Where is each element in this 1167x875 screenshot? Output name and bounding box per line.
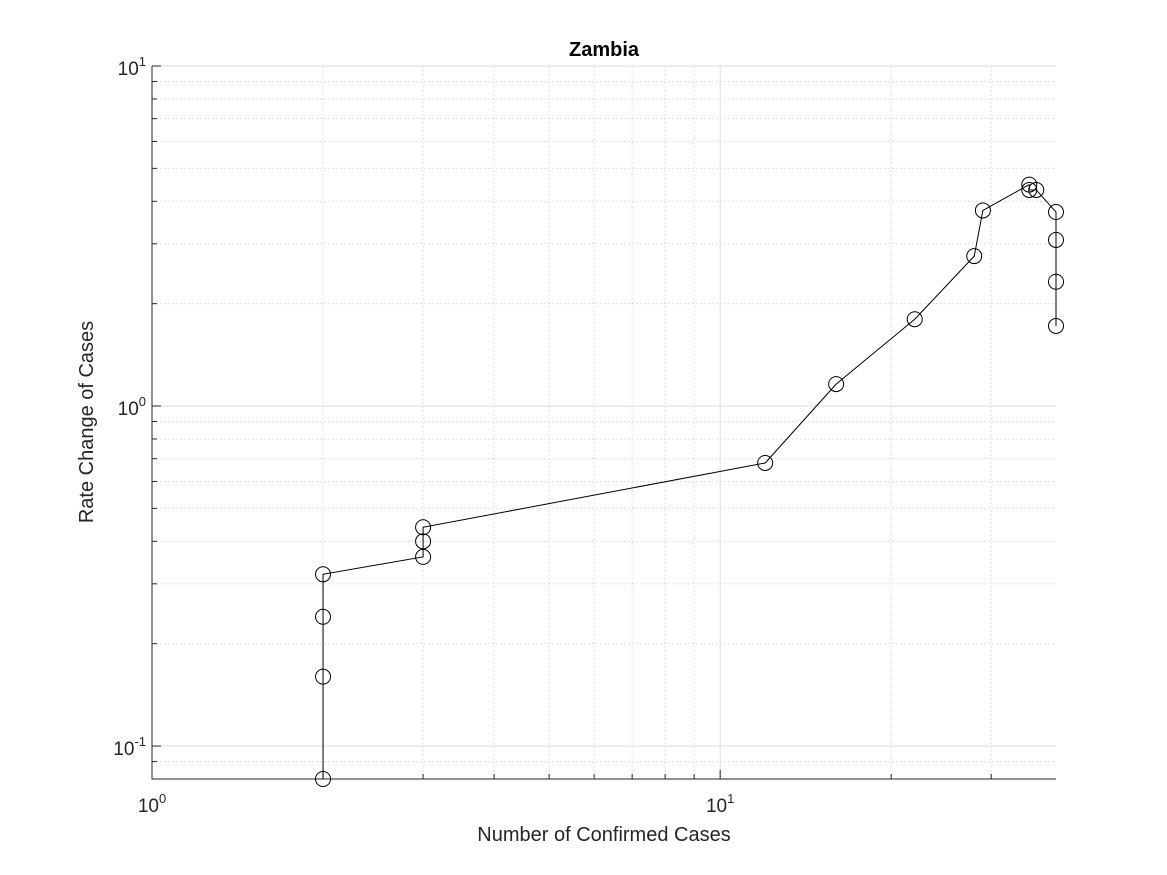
data-point: [966, 248, 983, 265]
data-point: [757, 454, 774, 471]
data-point: [1048, 204, 1064, 221]
data-point: [1028, 181, 1045, 198]
y-tick-label: 101: [118, 54, 146, 80]
series-line: [322, 183, 1057, 779]
plot-area: [152, 66, 1056, 779]
data-point: [315, 566, 332, 583]
x-axis-label: Number of Confirmed Cases: [477, 824, 730, 846]
data-point: [415, 519, 432, 536]
data-point: [1048, 273, 1064, 290]
minor-grid: [152, 66, 1056, 780]
data-line: [322, 183, 1057, 779]
data-point: [315, 608, 332, 625]
series-markers: [315, 176, 1064, 787]
data-point: [1021, 181, 1038, 198]
data-point: [315, 668, 332, 685]
y-tick-labels: 10-1 100 101: [113, 54, 146, 760]
data-point: [415, 533, 432, 550]
data-point: [315, 771, 332, 787]
y-tick-label: 100: [118, 394, 146, 420]
data-point: [415, 548, 432, 565]
data-point: [906, 311, 923, 328]
data-point: [1048, 317, 1064, 334]
y-tick-label: 10-1: [113, 734, 146, 760]
x-tick-labels: 100 101: [138, 791, 735, 817]
x-tick-label: 100: [138, 791, 166, 817]
x-tick-label: 101: [706, 791, 734, 817]
data-point: [1048, 231, 1064, 248]
data-point: [974, 202, 991, 219]
y-axis-label: Rate Change of Cases: [76, 321, 98, 523]
chart-title: Zambia: [569, 39, 640, 61]
data-point: [828, 376, 845, 393]
